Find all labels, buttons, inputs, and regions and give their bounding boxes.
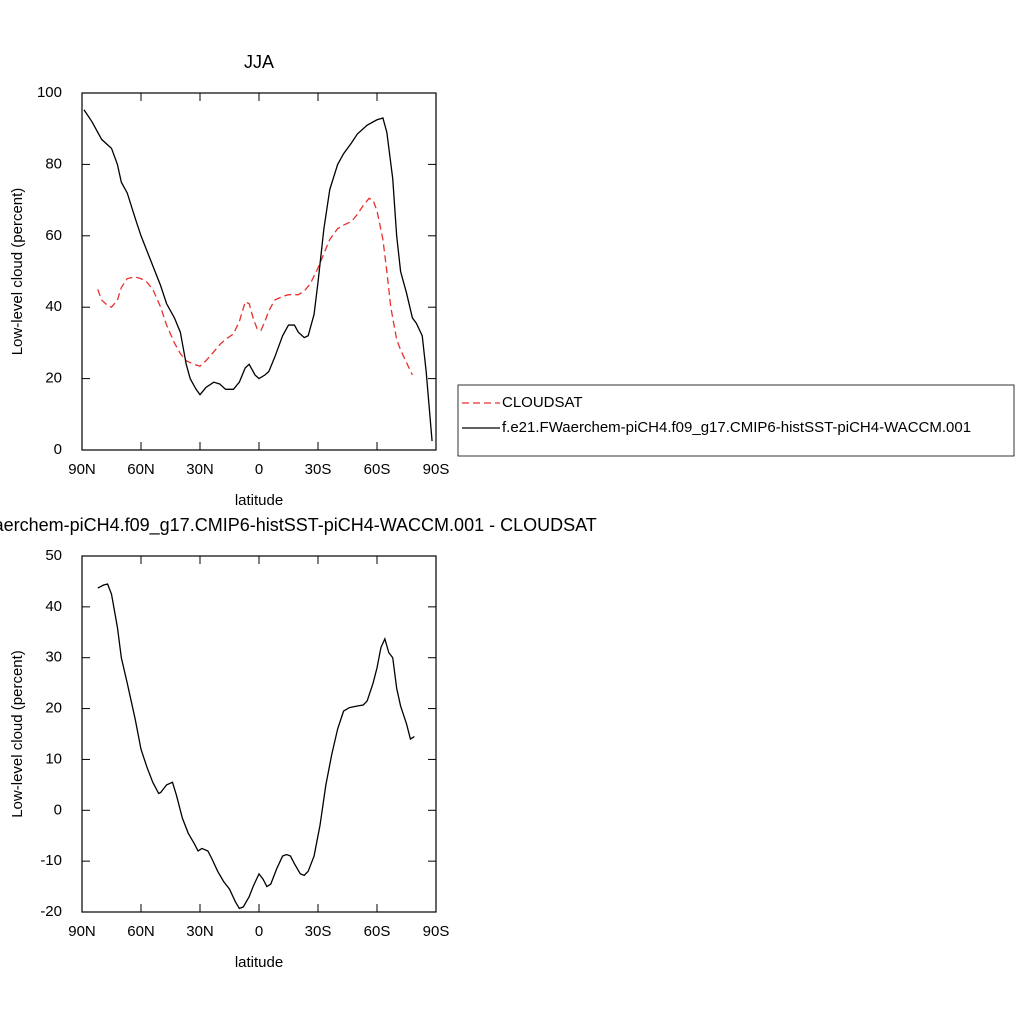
plot-frame	[81, 92, 437, 451]
x-tick-label: 60N	[127, 923, 155, 940]
y-tick-label: 0	[54, 441, 62, 458]
x-tick-label: 30S	[305, 923, 332, 940]
y-tick-label: 40	[45, 298, 62, 315]
x-tick-label: 90S	[423, 923, 450, 940]
x-tick-label: 30N	[186, 923, 214, 940]
data-line	[97, 197, 413, 376]
y-axis-label: Low-level cloud (percent)	[9, 650, 26, 818]
x-tick-label: 30S	[305, 461, 332, 478]
x-tick-label: 0	[255, 461, 263, 478]
legend-label: CLOUDSAT	[502, 394, 583, 411]
x-tick-label: 60N	[127, 461, 155, 478]
chart-title: f.e21.FWaerchem-piCH4.f09_g17.CMIP6-hist…	[0, 515, 597, 536]
y-tick-label: 40	[45, 598, 62, 615]
x-tick-label: 90N	[68, 461, 96, 478]
x-tick-label: 60S	[364, 461, 391, 478]
y-tick-label: 80	[45, 155, 62, 172]
x-axis-label: latitude	[235, 954, 283, 971]
y-tick-label: 20	[45, 370, 62, 387]
y-tick-label: 100	[37, 84, 62, 101]
x-tick-label: 90N	[68, 923, 96, 940]
x-tick-label: 30N	[186, 461, 214, 478]
y-tick-label: 60	[45, 227, 62, 244]
y-tick-label: 20	[45, 700, 62, 717]
y-tick-label: 10	[45, 750, 62, 767]
y-tick-label: -20	[40, 903, 62, 920]
x-tick-label: 90S	[423, 461, 450, 478]
y-tick-label: 30	[45, 649, 62, 666]
y-tick-label: 50	[45, 547, 62, 564]
x-tick-label: 0	[255, 923, 263, 940]
data-line	[97, 583, 415, 910]
y-tick-label: -10	[40, 852, 62, 869]
legend-box	[457, 384, 1015, 457]
y-tick-label: 0	[54, 801, 62, 818]
x-axis-label: latitude	[235, 492, 283, 509]
plot-frame	[81, 555, 437, 913]
chart-title: JJA	[244, 52, 274, 72]
y-axis-label: Low-level cloud (percent)	[9, 188, 26, 356]
legend-label: f.e21.FWaerchem-piCH4.f09_g17.CMIP6-hist…	[502, 419, 971, 436]
x-tick-label: 60S	[364, 923, 391, 940]
data-line	[83, 109, 433, 442]
